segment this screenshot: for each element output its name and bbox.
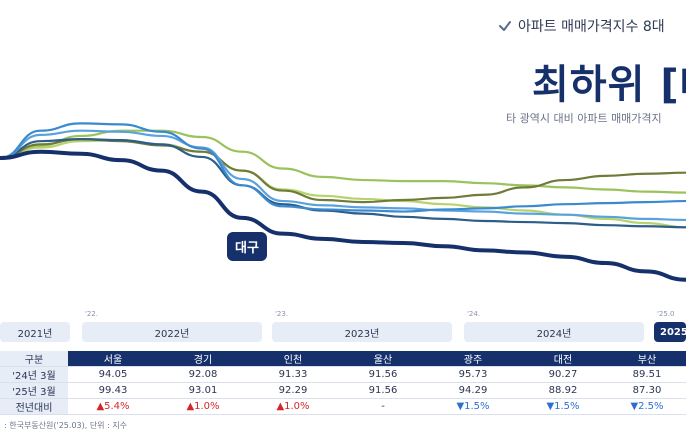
- row-label: '24년 3월: [0, 366, 68, 383]
- table-cell: 91.56: [368, 385, 398, 396]
- index-table: 구분 서울 경기 인천 울산 광주 대전 부산 '24년 3월 94.05 92…: [0, 351, 686, 415]
- table-cell: 99.43: [98, 385, 128, 396]
- table-cell: 91.33: [278, 369, 308, 380]
- table-cell: 95.73: [458, 369, 488, 380]
- table-cell: 94.29: [458, 385, 488, 396]
- year-pill-2021: 2021년: [0, 322, 70, 342]
- row-label: 전년대비: [0, 398, 68, 415]
- table-cell: 93.01: [188, 385, 218, 396]
- change-cell: ▲5.4%: [96, 401, 130, 412]
- col-header: 서울: [68, 351, 158, 367]
- table-header-row: 구분 서울 경기 인천 울산 광주 대전 부산: [0, 351, 686, 367]
- table-cell: 87.30: [632, 385, 662, 396]
- year-pill-2022: 2022년: [82, 322, 262, 342]
- col-header: 구분: [0, 351, 68, 367]
- page-title: 최하위 [대: [532, 62, 686, 108]
- series-line-3: [0, 137, 686, 229]
- table-row: '25년 3월 99.43 93.01 92.29 91.56 94.29 88…: [0, 382, 686, 399]
- table-cell: 89.51: [632, 369, 662, 380]
- table-cell: 88.92: [548, 385, 578, 396]
- table-cell: 94.05: [98, 369, 128, 380]
- col-header: 부산: [608, 351, 686, 367]
- change-cell: ▼1.5%: [546, 401, 580, 412]
- year-pill-2023: 2023년: [272, 322, 452, 342]
- line-chart: [0, 122, 686, 282]
- table-row: '24년 3월 94.05 92.08 91.33 91.56 95.73 90…: [0, 366, 686, 383]
- year-marker-2024: '24.: [467, 310, 481, 318]
- col-header: 경기: [158, 351, 248, 367]
- change-cell: ▼2.5%: [630, 401, 664, 412]
- table-row: 전년대비 ▲5.4% ▲1.0% ▲1.0% - ▼1.5% ▼1.5% ▼2.…: [0, 398, 686, 415]
- table-cell: 92.29: [278, 385, 308, 396]
- year-marker-2025: '25.0: [657, 310, 675, 318]
- change-cell: -: [381, 401, 385, 412]
- col-header: 광주: [428, 351, 518, 367]
- table-cell: 92.08: [188, 369, 218, 380]
- year-pill-2024: 2024년: [464, 322, 644, 342]
- year-pill-2025: 2025: [654, 322, 686, 342]
- table-cell: 91.56: [368, 369, 398, 380]
- change-cell: ▼1.5%: [456, 401, 490, 412]
- series-line-6: [0, 139, 686, 229]
- year-marker-2023: '23.: [275, 310, 289, 318]
- series-line-1: [0, 122, 686, 213]
- col-header: 인천: [248, 351, 338, 367]
- year-timeline: '22. '23. '24. '25.0 2021년 2022년 2023년 2…: [0, 308, 686, 344]
- daegu-callout: 대구: [227, 232, 267, 261]
- table-cell: 90.27: [548, 369, 578, 380]
- col-header: 대전: [518, 351, 608, 367]
- series-line-4: [0, 137, 686, 204]
- series-line-daegu: [0, 149, 686, 282]
- col-header: 울산: [338, 351, 428, 367]
- source-note: : 한국부동산원('25.03), 단위 : 지수: [4, 421, 128, 430]
- check-icon: [499, 21, 511, 31]
- change-cell: ▲1.0%: [186, 401, 220, 412]
- header-subtitle: 아파트 매매가격지수 8대: [518, 19, 665, 35]
- year-marker-2022: '22.: [85, 310, 99, 318]
- row-label: '25년 3월: [0, 382, 68, 399]
- change-cell: ▲1.0%: [276, 401, 310, 412]
- header-caption: 타 광역시 대비 아파트 매매가격지: [506, 112, 662, 125]
- series-line-2: [0, 129, 686, 222]
